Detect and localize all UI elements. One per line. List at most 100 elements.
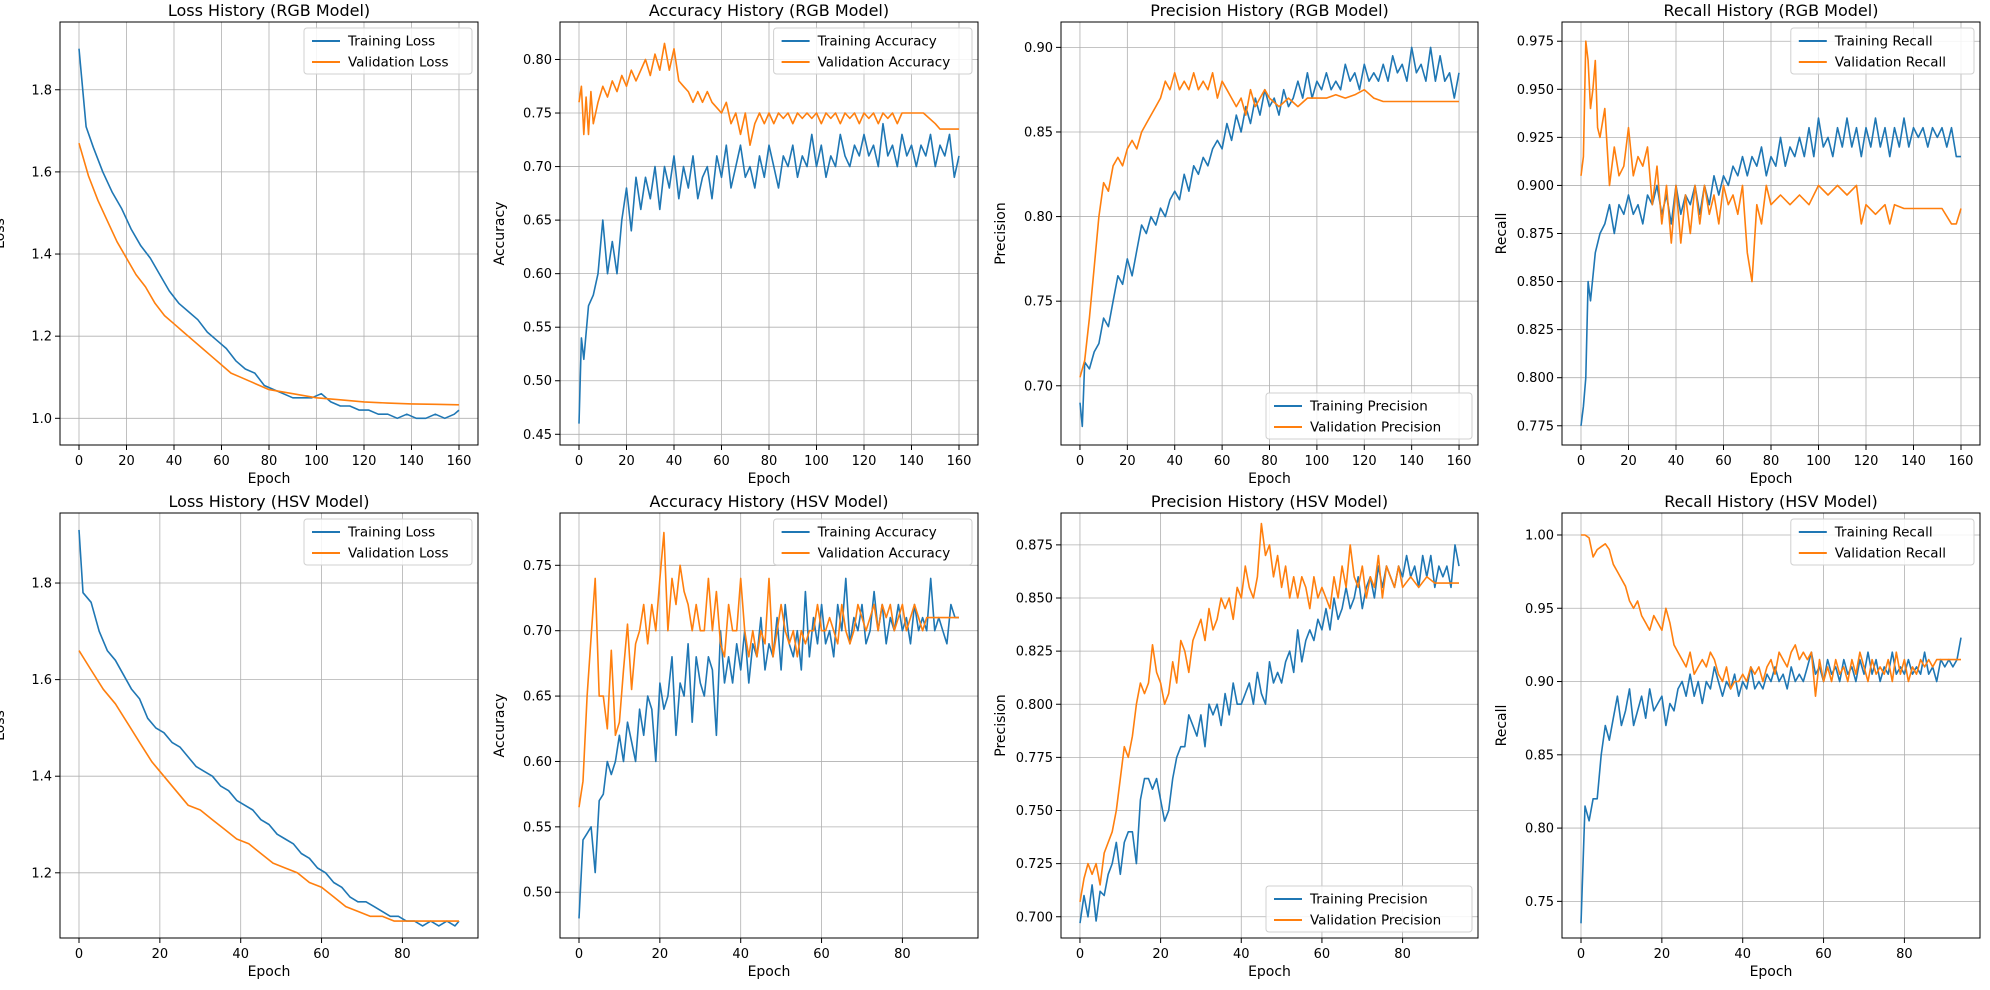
y-tick-label: 0.75 [523, 559, 552, 574]
x-tick-label: 60 [713, 454, 730, 469]
y-tick-label: 1.4 [31, 770, 52, 785]
x-axis-label: Epoch [248, 471, 291, 487]
x-axis-label: Epoch [748, 964, 791, 980]
x-tick-label: 140 [899, 454, 924, 469]
x-tick-label: 20 [1152, 947, 1169, 962]
y-tick-label: 0.800 [1517, 371, 1554, 386]
chart-panel: 0 20 40 60 80 100 120 140 160 1.0 1.2 1.4 1.6 1.8 Loss… [0, 1, 479, 487]
series-line-1 [78, 650, 459, 922]
y-tick-label: 0.900 [1517, 179, 1554, 194]
y-tick-label: 0.70 [523, 160, 552, 175]
legend: Training Loss Validation Loss [303, 518, 473, 566]
x-tick-label: 60 [1715, 454, 1732, 469]
x-tick-label: 120 [852, 454, 877, 469]
chart-title: Precision History (RGB Model) [1150, 1, 1389, 20]
legend: Training Accuracy Validation Accuracy [773, 27, 973, 75]
y-axis-label: Loss [0, 710, 8, 741]
plot-area [78, 48, 460, 420]
x-tick-label: 40 [666, 454, 683, 469]
chart-panel: 0 20 40 60 80 0.700 0.725 0.750 0.775 0.800 0.825 0… [993, 492, 1479, 980]
x-tick-label: 120 [352, 454, 377, 469]
x-tick-label: 20 [1119, 454, 1136, 469]
y-tick-label: 0.725 [1016, 857, 1053, 872]
x-tick-label: 80 [261, 454, 278, 469]
x-tick-label: 20 [118, 454, 135, 469]
y-tick-label: 1.4 [31, 248, 52, 263]
legend-entry: Validation Precision [1310, 913, 1441, 929]
y-tick-label: 0.55 [523, 820, 552, 835]
legend-entry: Training Accuracy [817, 34, 937, 50]
x-tick-label: 40 [1734, 947, 1751, 962]
y-tick-label: 0.85 [1525, 748, 1554, 763]
x-axis-label: Epoch [1248, 471, 1291, 487]
y-tick-label: 0.80 [523, 53, 552, 68]
y-tick-label: 0.850 [1016, 592, 1053, 607]
chart-title: Accuracy History (RGB Model) [649, 1, 889, 20]
y-tick-label: 0.55 [523, 321, 552, 336]
legend-box [773, 27, 973, 75]
y-tick-label: 0.775 [1517, 419, 1554, 434]
chart-title: Accuracy History (HSV Model) [650, 492, 889, 511]
y-tick-label: 1.8 [31, 83, 52, 98]
x-tick-label: 120 [1352, 454, 1377, 469]
legend-entry: Training Precision [1309, 892, 1428, 908]
y-tick-label: 0.95 [1525, 602, 1554, 617]
legend-entry: Validation Accuracy [818, 546, 951, 562]
legend: Training Accuracy Validation Accuracy [773, 518, 973, 566]
x-tick-label: 0 [1076, 454, 1084, 469]
axes-frame [1561, 512, 1981, 939]
x-tick-label: 160 [947, 454, 972, 469]
legend-entry: Training Precision [1309, 399, 1428, 415]
x-tick-label: 120 [1854, 454, 1879, 469]
y-tick-label: 0.875 [1016, 538, 1053, 553]
x-tick-label: 100 [1806, 454, 1831, 469]
x-tick-label: 40 [1233, 947, 1250, 962]
legend-box [303, 27, 473, 75]
x-axis-label: Epoch [748, 471, 791, 487]
legend-entry: Validation Loss [348, 55, 449, 71]
y-tick-label: 0.65 [523, 690, 552, 705]
y-tick-label: 0.975 [1517, 35, 1554, 50]
series-line-1 [578, 42, 959, 146]
legend: Training Recall Validation Recall [1790, 518, 1975, 566]
x-tick-label: 80 [761, 454, 778, 469]
x-tick-label: 160 [1949, 454, 1974, 469]
y-tick-label: 0.60 [523, 755, 552, 770]
legend: Training Precision Validation Precision [1265, 392, 1473, 440]
y-tick-label: 0.50 [523, 886, 552, 901]
legend: Training Recall Validation Recall [1790, 27, 1975, 75]
y-tick-label: 1.6 [31, 673, 52, 688]
chart-title: Precision History (HSV Model) [1151, 492, 1388, 511]
series-line-1 [578, 531, 959, 808]
x-tick-label: 80 [894, 947, 911, 962]
y-tick-label: 0.700 [1016, 910, 1053, 925]
chart-panel: 0 20 40 60 80 100 120 140 160 0.775 0.800 0.825 0.85… [1494, 1, 1981, 487]
plot-area [1079, 46, 1460, 428]
y-tick-label: 0.800 [1016, 698, 1053, 713]
y-tick-label: 0.80 [1024, 210, 1053, 225]
y-tick-label: 0.850 [1517, 275, 1554, 290]
plot-area [578, 42, 960, 424]
legend-entry: Training Accuracy [817, 525, 937, 541]
legend-box [303, 518, 473, 566]
x-tick-label: 20 [652, 947, 669, 962]
x-tick-label: 40 [232, 947, 249, 962]
y-tick-label: 0.70 [1024, 379, 1053, 394]
legend-box [1265, 392, 1473, 440]
y-tick-label: 1.2 [31, 866, 52, 881]
legend-entry: Validation Accuracy [818, 55, 951, 71]
y-tick-label: 1.0 [31, 412, 52, 427]
chart-title: Recall History (HSV Model) [1664, 492, 1878, 511]
x-tick-label: 0 [75, 454, 83, 469]
chart-title: Recall History (RGB Model) [1664, 1, 1879, 20]
x-tick-label: 20 [1654, 947, 1671, 962]
legend-entry: Validation Recall [1835, 546, 1946, 562]
legend-box [1790, 27, 1975, 75]
y-tick-label: 1.8 [31, 577, 52, 592]
y-tick-label: 1.2 [31, 330, 52, 345]
series-line-0 [578, 577, 959, 919]
chart-title: Loss History (HSV Model) [169, 492, 370, 511]
x-tick-label: 20 [1620, 454, 1637, 469]
series-line-0 [578, 122, 960, 424]
legend-box [773, 518, 973, 566]
